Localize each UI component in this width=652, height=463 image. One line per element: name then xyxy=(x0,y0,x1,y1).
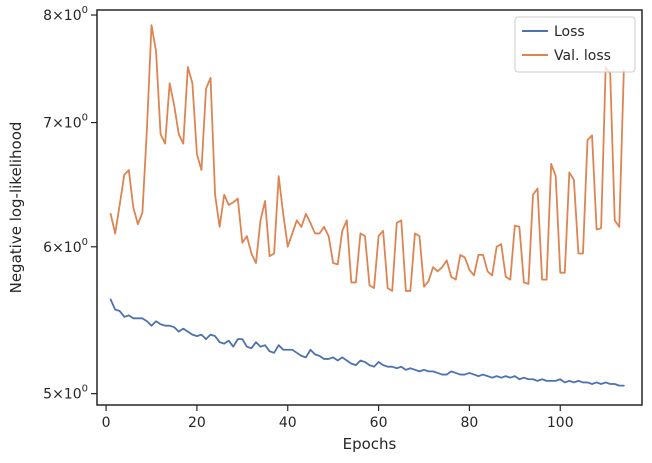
y-tick-label: 8×100 xyxy=(43,5,88,24)
x-tick-label: 100 xyxy=(547,415,574,431)
y-tick-label: 7×100 xyxy=(43,113,88,132)
plot-lines xyxy=(109,24,625,387)
x-tick-label: 60 xyxy=(370,415,388,431)
series-line-val-loss xyxy=(109,24,625,292)
x-axis-label: Epochs xyxy=(343,435,397,453)
x-tick-label: 0 xyxy=(102,415,111,431)
series-line-loss xyxy=(109,298,625,387)
y-axis-label: Negative log-likelihood xyxy=(7,122,25,294)
x-tick-label: 20 xyxy=(188,415,206,431)
legend: Loss Val. loss xyxy=(514,16,636,73)
legend-label-val-loss: Val. loss xyxy=(554,48,611,64)
y-axis: 5×100 6×100 7×100 8×100 xyxy=(43,5,97,403)
legend-label-loss: Loss xyxy=(554,24,585,40)
y-tick-label: 5×100 xyxy=(43,384,88,403)
x-tick-label: 80 xyxy=(461,415,479,431)
plot-frame xyxy=(96,9,643,406)
x-tick-label: 40 xyxy=(279,415,297,431)
y-tick-label: 6×100 xyxy=(43,237,88,256)
x-axis: 0 20 40 60 80 100 xyxy=(102,405,574,431)
